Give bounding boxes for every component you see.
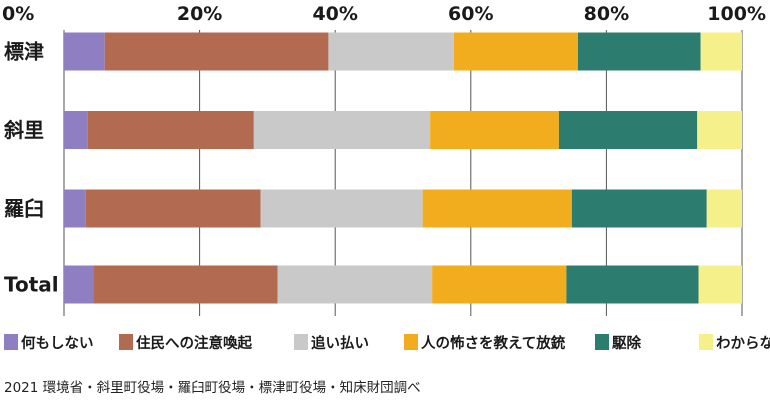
legend-label: 住民への注意喚起 — [136, 334, 252, 352]
legend-swatch — [119, 334, 133, 350]
category-label: Total — [4, 273, 59, 297]
bar-segment — [432, 266, 566, 304]
legend-swatch — [595, 334, 609, 350]
bar-segment — [454, 33, 578, 71]
bar-segment — [88, 111, 254, 149]
bar-segment — [64, 111, 88, 149]
x-tick-label: 60% — [448, 3, 493, 25]
category-label: 羅臼 — [4, 197, 44, 221]
legend-swatch — [294, 334, 308, 350]
bar-segment — [105, 33, 329, 71]
bar-segment — [701, 33, 742, 71]
bar-segment — [423, 190, 572, 228]
legend-label: わからない — [716, 335, 770, 352]
bar-segment — [697, 111, 742, 149]
x-tick-label: 80% — [584, 3, 629, 25]
bar-segment — [699, 266, 742, 304]
legend-label: 何もしない — [21, 334, 94, 352]
bar-segment — [254, 111, 430, 149]
x-tick-label: 20% — [177, 3, 222, 25]
bar-segment — [578, 33, 701, 71]
legend-label: 人の怖さを教えて放銃 — [421, 334, 566, 352]
bar-segment — [93, 266, 277, 304]
legend-swatch — [404, 334, 418, 350]
legend-label: 駆除 — [612, 334, 641, 352]
bar-segment — [430, 111, 559, 149]
legend-label: 追い払い — [311, 334, 369, 352]
x-tick-label: 100% — [707, 3, 766, 25]
category-label: 斜里 — [3, 118, 44, 142]
legend-swatch — [4, 334, 18, 350]
bar-segment — [328, 33, 453, 71]
bar-segment — [707, 190, 742, 228]
category-label: 標津 — [4, 40, 44, 64]
legend-swatch — [699, 334, 713, 350]
x-tick-label: 40% — [312, 3, 357, 25]
bar-segment — [559, 111, 697, 149]
source-note: 2021 環境省・斜里町役場・羅臼町役場・標津町役場・知床財団調べ — [4, 376, 421, 396]
bar-segment — [278, 266, 433, 304]
bar-segment — [566, 266, 698, 304]
bar-segment — [64, 33, 105, 71]
bar-segment — [86, 190, 261, 228]
bar-segment — [64, 190, 86, 228]
bar-segment — [64, 266, 93, 304]
bar-segment — [261, 190, 423, 228]
bar-segment — [572, 190, 707, 228]
x-tick-label: 0% — [2, 3, 34, 25]
